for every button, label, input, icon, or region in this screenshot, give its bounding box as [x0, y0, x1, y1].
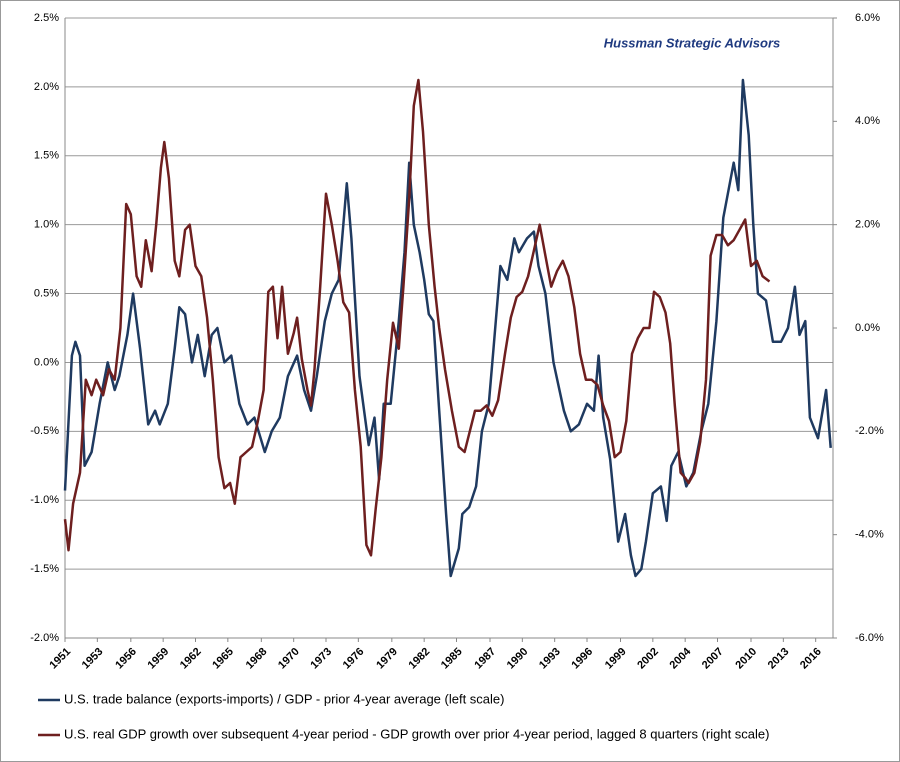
- y-tick-label: 1.0%: [34, 219, 59, 231]
- y2-tick-label: -2.0%: [855, 425, 884, 437]
- series-line: [63, 78, 832, 578]
- y-tick-label: 0.0%: [34, 356, 59, 368]
- y-tick-label: 2.0%: [34, 81, 59, 93]
- y-tick-label: 0.5%: [34, 287, 59, 299]
- series-line: [63, 78, 771, 557]
- annotation: Hussman Strategic Advisors: [604, 35, 781, 50]
- y2-tick-label: 4.0%: [855, 115, 880, 127]
- y-tick-label: -1.5%: [30, 563, 59, 575]
- y-tick-label: 2.5%: [34, 12, 59, 24]
- y2-tick-label: 6.0%: [855, 12, 880, 24]
- y-tick-label: 1.5%: [34, 150, 59, 162]
- y-tick-label: -0.5%: [30, 425, 59, 437]
- y2-tick-label: 0.0%: [855, 322, 880, 334]
- y2-tick-label: -6.0%: [855, 632, 884, 644]
- y-tick-label: -1.0%: [30, 494, 59, 506]
- legend-label: U.S. trade balance (exports-imports) / G…: [64, 691, 504, 706]
- y2-tick-label: 2.0%: [855, 219, 880, 231]
- y-tick-label: -2.0%: [30, 632, 59, 644]
- legend-label: U.S. real GDP growth over subsequent 4-y…: [64, 726, 769, 741]
- y2-tick-label: -4.0%: [855, 529, 884, 541]
